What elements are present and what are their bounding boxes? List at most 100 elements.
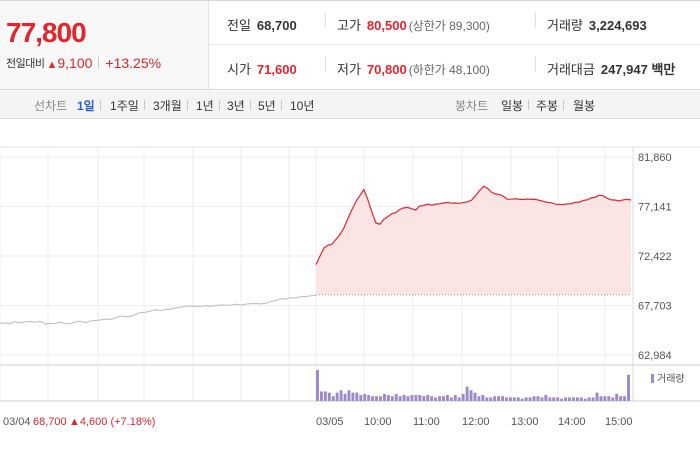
volume-bar — [493, 396, 497, 401]
y-tick-label: 72,422 — [638, 251, 672, 263]
tab-1-year[interactable]: 1년 — [196, 99, 214, 113]
volume-bar — [394, 393, 398, 401]
x-tick-label: 13:00 — [511, 416, 539, 428]
prev-day-line — [0, 294, 317, 325]
volume-bar — [619, 396, 623, 401]
stat-value: 80,500 — [366, 18, 407, 33]
volume-bar — [371, 396, 375, 401]
stat-label: 전일 — [227, 18, 251, 33]
divider — [325, 57, 326, 71]
tab-3-years[interactable]: 3년 — [227, 99, 245, 113]
volume-bar — [316, 370, 319, 401]
volume-bar — [583, 398, 587, 401]
volume-bar — [524, 397, 528, 401]
volume-bars — [316, 370, 630, 401]
divider — [535, 57, 536, 71]
today-price-line — [315, 185, 632, 265]
volume-bar — [508, 397, 512, 401]
volume-bar — [469, 390, 473, 401]
change-row: 전일대비 ▲9,100 +13.25% — [6, 55, 161, 71]
volume-bar — [445, 395, 449, 401]
volume-legend: 거래량 — [657, 373, 685, 385]
volume-bar — [398, 396, 402, 401]
divider — [100, 100, 101, 110]
stat-volume: 거래량 3,224,693 — [547, 15, 647, 34]
volume-bar — [477, 396, 481, 401]
volume-bar — [406, 396, 410, 401]
stat-value: 71,600 — [256, 62, 297, 77]
up-arrow-icon: ▲ — [46, 59, 58, 71]
volume-bar — [323, 391, 327, 401]
volume-bar — [422, 396, 426, 401]
volume-bar — [414, 395, 418, 401]
current-price: 77,800 — [6, 17, 87, 48]
volume-bar — [516, 397, 520, 401]
volume-bar — [457, 397, 461, 401]
tab-1-day[interactable]: 1일 — [77, 99, 95, 113]
volume-bar — [331, 396, 335, 401]
tab-daily-candle[interactable]: 일봉 — [501, 99, 524, 113]
volume-bar — [473, 392, 477, 401]
volume-bar — [512, 397, 516, 401]
line-chart-title: 선차트 — [34, 99, 68, 113]
candle-chart-title: 봉차트 — [455, 99, 489, 113]
divider — [528, 100, 529, 110]
volume-bar — [481, 395, 485, 401]
volume-bar — [540, 397, 544, 401]
prev-day-close: 68,700 — [33, 416, 67, 428]
tab-5-years[interactable]: 5년 — [258, 99, 276, 113]
volume-bar — [418, 395, 422, 401]
stat-label: 시가 — [227, 62, 251, 77]
divider — [250, 100, 251, 110]
volume-bar — [579, 397, 583, 401]
tab-weekly-candle[interactable]: 주봉 — [536, 99, 559, 113]
volume-bar — [599, 396, 603, 401]
stats-row-1: 전일 68,700 고가 80,500 (상한가 89,300) 거래량 3,224,6… — [209, 1, 700, 45]
tab-1-week[interactable]: 1주일 — [110, 99, 139, 113]
volume-bar — [568, 397, 571, 401]
chart-period-tabs: 선차트 1일 1주일 3개월 1년 3년 5년 10년 봉차트 일봉 주봉 월봉 — [0, 91, 700, 119]
volume-bar — [615, 393, 619, 401]
y-tick-label: 81,860 — [638, 152, 672, 164]
divider — [144, 100, 145, 110]
chart-svg: 81,860 77,141 72,422 67,703 62,984 03/05… — [0, 146, 700, 428]
volume-bar — [591, 397, 595, 401]
stat-value: 70,800 — [366, 62, 407, 77]
stat-open: 시가 71,600 — [227, 59, 297, 78]
volume-bar — [611, 397, 615, 401]
y-axis-labels: 81,860 77,141 72,422 67,703 62,984 — [638, 152, 672, 362]
volume-bar — [603, 396, 607, 401]
volume-bar — [386, 395, 390, 401]
volume-bar — [343, 393, 347, 401]
divider — [281, 100, 282, 110]
volume-bar — [382, 393, 386, 401]
quote-header: 77,800 전일대비 ▲9,100 +13.25% 전일 68,700 고가 80,5… — [0, 0, 700, 90]
volume-bar — [465, 386, 469, 401]
stat-low: 저가 70,800 (하한가 48,100) — [337, 59, 490, 78]
volume-bar — [575, 397, 579, 401]
tab-monthly-candle[interactable]: 월봉 — [573, 99, 596, 113]
volume-bar — [505, 397, 508, 401]
volume-bar — [528, 397, 532, 401]
x-tick-label: 15:00 — [605, 416, 633, 428]
stat-label: 거래대금 — [547, 62, 595, 77]
volume-bar — [347, 390, 351, 401]
stat-amount: 거래대금 247,947 백만 — [547, 59, 675, 78]
volume-bar — [410, 395, 414, 401]
volume-legend-swatch — [651, 374, 654, 383]
volume-bar — [595, 392, 599, 401]
volume-bar — [453, 395, 457, 401]
volume-bar — [363, 393, 367, 401]
volume-bar — [544, 395, 548, 401]
y-tick-label: 77,141 — [638, 202, 672, 214]
x-tick-label: 03/05 — [316, 416, 344, 428]
tab-10-years[interactable]: 10년 — [290, 99, 315, 113]
divider — [325, 13, 326, 27]
volume-bar — [335, 392, 339, 401]
volume-bar — [489, 397, 493, 401]
volume-bar — [327, 392, 331, 401]
volume-bar — [319, 391, 323, 401]
prev-day-change: ▲4,600 (+7.18%) — [69, 416, 155, 428]
y-tick-label: 62,984 — [638, 350, 672, 362]
tab-3-months[interactable]: 3개월 — [153, 99, 182, 113]
